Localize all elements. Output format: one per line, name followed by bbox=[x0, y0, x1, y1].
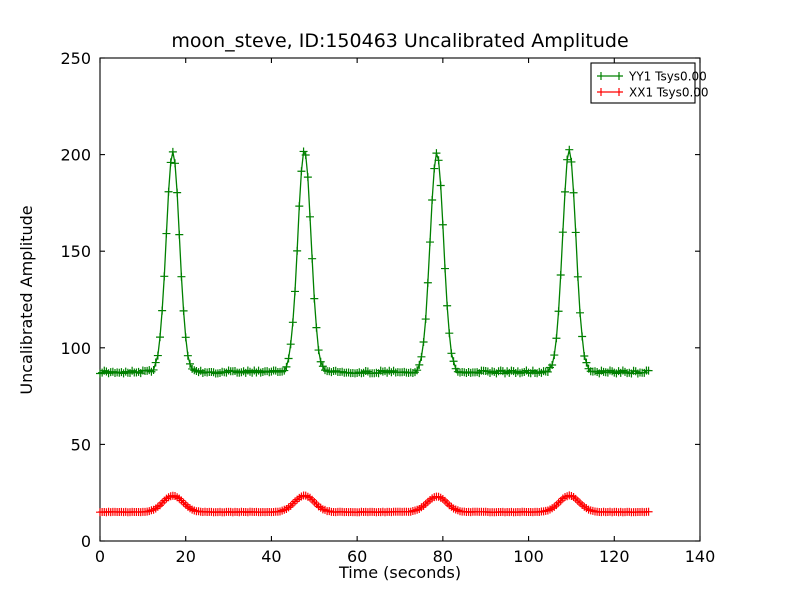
series-markers-xx1 bbox=[96, 491, 653, 517]
legend-box bbox=[590, 62, 696, 104]
x-tick-label: 100 bbox=[513, 547, 544, 566]
y-axis-ticks: 0 50 100 150 200 250 bbox=[60, 49, 700, 551]
y-tick-label: 150 bbox=[60, 242, 91, 261]
y-tick-label: 100 bbox=[60, 339, 91, 358]
legend-label: XX1 Tsys0.00 bbox=[629, 86, 709, 100]
y-tick-label: 250 bbox=[60, 49, 91, 68]
plot-frame bbox=[99, 57, 701, 542]
chart-legend[interactable]: YY1 Tsys0.00 XX1 Tsys0.00 bbox=[590, 62, 709, 104]
y-axis-label: Uncalibrated Amplitude bbox=[17, 205, 36, 394]
x-tick-label: 120 bbox=[599, 547, 630, 566]
series-layer bbox=[96, 145, 653, 517]
y-tick-label: 200 bbox=[60, 146, 91, 165]
x-tick-label: 80 bbox=[433, 547, 453, 566]
y-tick-label: 50 bbox=[71, 435, 91, 454]
chart-title: moon_steve, ID:150463 Uncalibrated Ampli… bbox=[171, 30, 628, 52]
legend-label: YY1 Tsys0.00 bbox=[628, 70, 707, 84]
x-tick-label: 60 bbox=[347, 547, 367, 566]
x-tick-label: 20 bbox=[176, 547, 196, 566]
series-markers-yy1 bbox=[96, 145, 653, 378]
y-tick-label: 0 bbox=[81, 532, 91, 551]
x-tick-label: 40 bbox=[261, 547, 281, 566]
axes-border bbox=[99, 57, 701, 542]
series-line-yy1 bbox=[99, 149, 649, 375]
x-axis-ticks: 0 20 40 60 80 100 120 140 bbox=[95, 58, 715, 566]
x-tick-label: 0 bbox=[95, 547, 105, 566]
x-tick-label: 140 bbox=[685, 547, 716, 566]
x-axis-label: Time (seconds) bbox=[338, 563, 461, 582]
